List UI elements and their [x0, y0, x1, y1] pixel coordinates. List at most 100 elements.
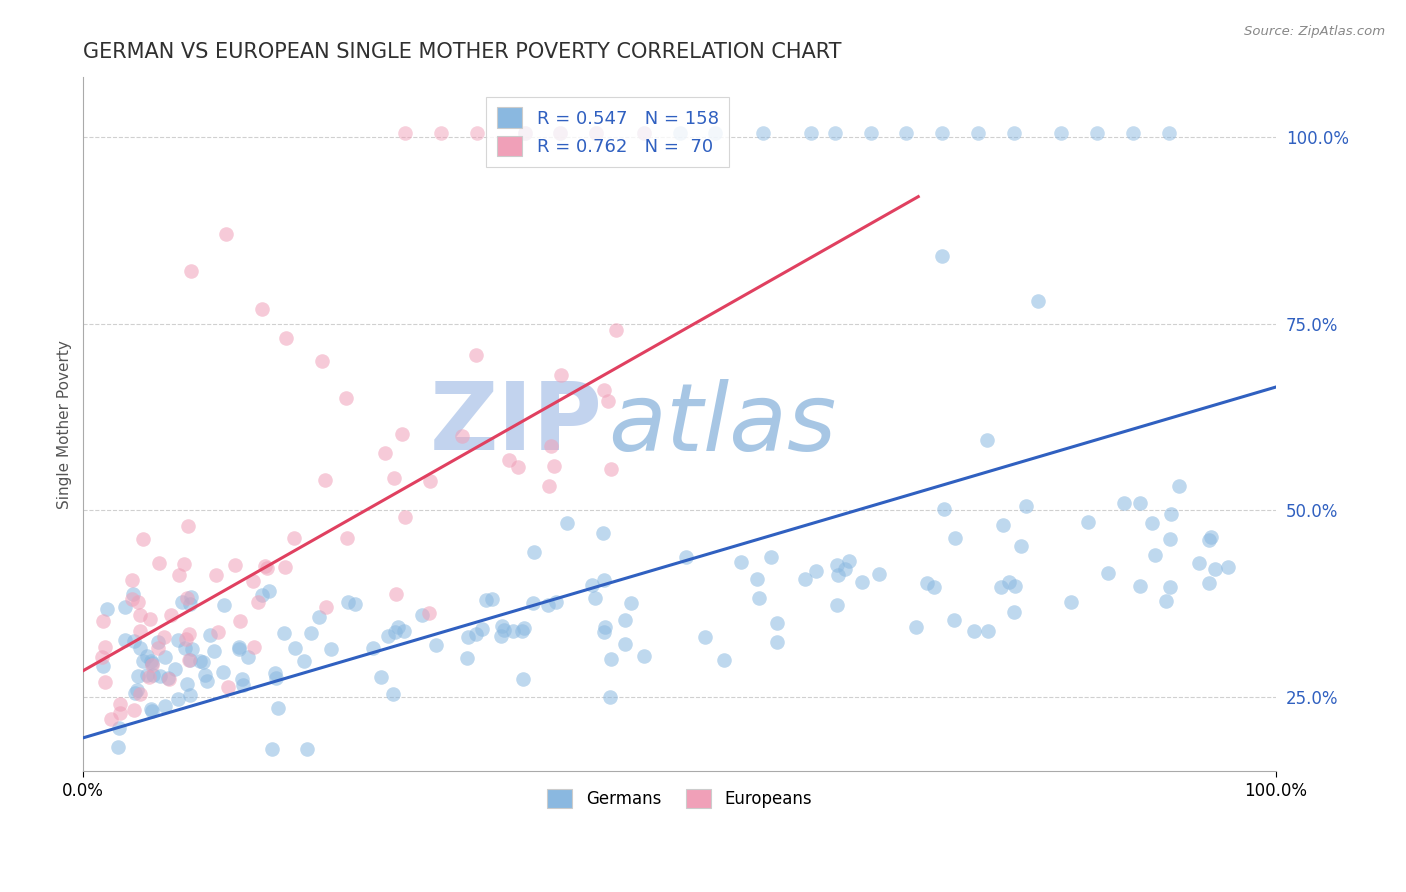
- Point: [135, 668, 157, 682]
- Point: [141, 656, 163, 670]
- Point: [1050, 126, 1073, 140]
- Point: [149, 669, 172, 683]
- Point: [121, 592, 143, 607]
- Point: [600, 462, 623, 476]
- Point: [620, 596, 643, 610]
- Point: [977, 624, 1000, 638]
- Point: [544, 595, 567, 609]
- Point: [1198, 533, 1220, 547]
- Point: [384, 587, 406, 601]
- Point: [108, 721, 131, 735]
- Point: [148, 556, 170, 570]
- Point: [481, 591, 503, 606]
- Point: [374, 446, 396, 460]
- Text: GERMAN VS EUROPEAN SINGLE MOTHER POVERTY CORRELATION CHART: GERMAN VS EUROPEAN SINGLE MOTHER POVERTY…: [83, 42, 842, 62]
- Point: [141, 704, 163, 718]
- Point: [176, 632, 198, 647]
- Point: [124, 686, 146, 700]
- Point: [91, 649, 114, 664]
- Point: [212, 665, 235, 679]
- Point: [228, 640, 250, 654]
- Point: [260, 742, 283, 756]
- Point: [177, 627, 200, 641]
- Point: [343, 597, 366, 611]
- Point: [159, 608, 181, 623]
- Point: [1198, 576, 1220, 591]
- Point: [752, 126, 775, 140]
- Point: [91, 614, 114, 628]
- Point: [394, 624, 416, 639]
- Point: [139, 702, 162, 716]
- Point: [157, 672, 180, 686]
- Point: [693, 630, 716, 644]
- Point: [273, 559, 295, 574]
- Point: [264, 671, 287, 685]
- Point: [943, 613, 966, 627]
- Point: [108, 698, 131, 712]
- Point: [585, 126, 607, 140]
- Point: [224, 558, 246, 573]
- Point: [513, 126, 536, 140]
- Point: [179, 598, 201, 612]
- Point: [675, 549, 697, 564]
- Point: [148, 635, 170, 649]
- Point: [1154, 594, 1177, 608]
- Point: [1143, 548, 1166, 562]
- Point: [297, 742, 319, 756]
- Point: [614, 637, 637, 651]
- Point: [394, 126, 416, 140]
- Point: [806, 564, 828, 578]
- Point: [129, 607, 152, 622]
- Point: [456, 650, 478, 665]
- Point: [1204, 562, 1226, 576]
- Point: [730, 555, 752, 569]
- Point: [141, 658, 163, 673]
- Point: [523, 544, 546, 558]
- Point: [963, 624, 986, 638]
- Point: [264, 665, 287, 680]
- Point: [593, 620, 616, 634]
- Point: [299, 626, 322, 640]
- Point: [834, 562, 856, 576]
- Point: [129, 641, 152, 656]
- Point: [550, 126, 572, 140]
- Point: [129, 687, 152, 701]
- Point: [513, 621, 536, 635]
- Point: [508, 460, 530, 475]
- Point: [336, 531, 359, 545]
- Point: [232, 678, 254, 692]
- Point: [1077, 516, 1099, 530]
- Point: [543, 458, 565, 473]
- Point: [605, 323, 627, 337]
- Point: [759, 550, 782, 565]
- Point: [207, 624, 229, 639]
- Point: [824, 126, 846, 140]
- Point: [1129, 579, 1152, 593]
- Point: [513, 126, 536, 140]
- Point: [202, 644, 225, 658]
- Point: [510, 624, 533, 638]
- Point: [284, 641, 307, 656]
- Legend: Germans, Europeans: Germans, Europeans: [541, 782, 818, 815]
- Point: [967, 126, 990, 140]
- Point: [825, 558, 848, 573]
- Point: [121, 587, 143, 601]
- Point: [165, 662, 187, 676]
- Point: [633, 126, 655, 140]
- Point: [502, 624, 524, 638]
- Point: [593, 573, 616, 587]
- Point: [498, 453, 520, 467]
- Point: [451, 429, 474, 443]
- Point: [314, 473, 336, 487]
- Point: [177, 518, 200, 533]
- Point: [1114, 496, 1136, 510]
- Point: [212, 598, 235, 612]
- Point: [522, 596, 544, 610]
- Point: [377, 629, 399, 643]
- Point: [512, 673, 534, 687]
- Point: [146, 641, 169, 656]
- Point: [1002, 606, 1025, 620]
- Point: [991, 518, 1014, 533]
- Point: [1060, 595, 1083, 609]
- Point: [252, 588, 274, 602]
